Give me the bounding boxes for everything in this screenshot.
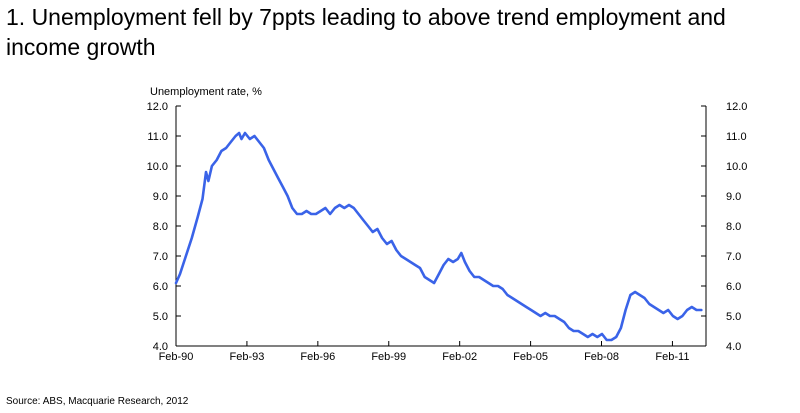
left-y-tick-label: 12.0 [147, 101, 168, 113]
right-y-tick-label: 5.0 [726, 311, 741, 323]
x-tick-label: Feb-02 [442, 351, 477, 363]
x-axis: Feb-90 Feb-93 Feb-96 Feb-99 Feb-02 Feb-05 Feb-… [159, 341, 706, 363]
left-y-axis: 4.0 5.0 6.0 7.0 8.0 9.0 10.0 11.0 12.0 [147, 101, 181, 353]
x-tick-label: Feb-08 [584, 351, 619, 363]
right-y-tick-label: 4.0 [726, 341, 741, 353]
left-y-tick-label: 10.0 [147, 161, 168, 173]
x-tick-label: Feb-93 [229, 351, 264, 363]
x-tick-label: Feb-90 [159, 351, 194, 363]
y-axis-label: Unemployment rate, % [150, 86, 262, 98]
left-y-tick-label: 9.0 [153, 191, 168, 203]
chart-title: 1. Unemployment fell by 7ppts leading to… [6, 4, 726, 60]
right-y-tick-label: 8.0 [726, 221, 741, 233]
x-tick-label: Feb-05 [513, 351, 548, 363]
right-y-tick-label: 11.0 [726, 131, 747, 143]
x-tick-label: Feb-99 [371, 351, 406, 363]
right-y-tick-label: 9.0 [726, 191, 741, 203]
x-tick-label: Feb-11 [655, 351, 689, 363]
x-tick-label: Feb-96 [300, 351, 335, 363]
left-y-tick-label: 5.0 [153, 311, 168, 323]
series-line-unemployment-rate [174, 131, 703, 342]
left-y-tick-label: 11.0 [147, 131, 168, 143]
plot-area [174, 131, 703, 342]
right-y-tick-label: 12.0 [726, 101, 747, 113]
right-y-tick-label: 6.0 [726, 281, 741, 293]
left-y-tick-label: 6.0 [153, 281, 168, 293]
right-y-axis: 4.0 5.0 6.0 7.0 8.0 9.0 10.0 11.0 12.0 [701, 101, 747, 353]
left-y-tick-label: 7.0 [153, 251, 168, 263]
right-y-tick-label: 7.0 [726, 251, 741, 263]
left-y-tick-label: 8.0 [153, 221, 168, 233]
right-y-tick-label: 10.0 [726, 161, 747, 173]
source-note: Source: ABS, Macquarie Research, 2012 [6, 396, 189, 407]
left-y-tick-label: 4.0 [153, 341, 168, 353]
